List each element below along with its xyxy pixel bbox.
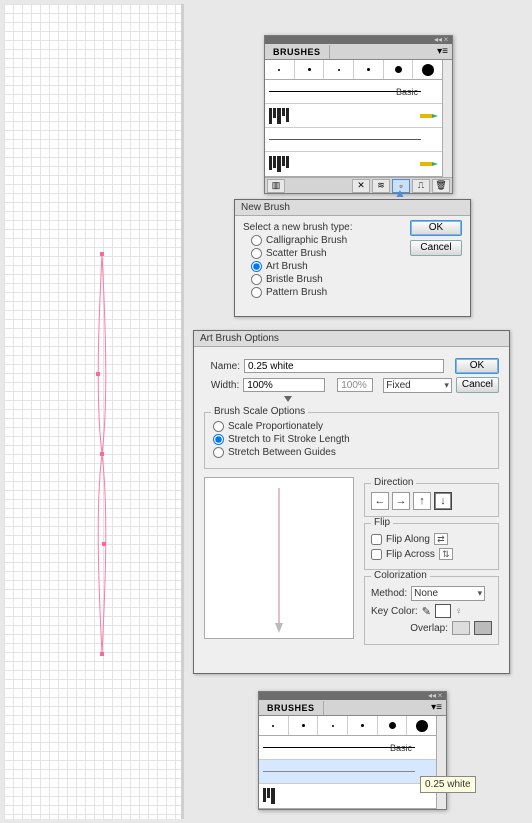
brush-item-basic[interactable]: Basic	[259, 736, 436, 760]
eyedropper-icon[interactable]: ✎	[422, 605, 431, 618]
brush-label: Basic	[390, 743, 412, 753]
flip-across-icon: ⇅	[439, 548, 453, 560]
width-slider[interactable]	[244, 396, 465, 406]
overlap-option-1[interactable]	[452, 621, 470, 635]
cancel-button[interactable]: Cancel	[410, 240, 462, 256]
flip-along-checkbox[interactable]	[371, 534, 382, 545]
scrollbar[interactable]	[436, 716, 446, 809]
pencil-icon	[420, 111, 438, 121]
radio-label: Scatter Brush	[266, 248, 327, 259]
group-legend: Flip	[371, 517, 393, 528]
cancel-button[interactable]: Cancel	[456, 377, 499, 393]
brush-item-charcoal[interactable]	[259, 784, 436, 808]
remove-stroke-icon[interactable]: ✕	[352, 179, 370, 193]
canvas-grid	[4, 4, 184, 819]
overlap-label: Overlap:	[410, 623, 448, 634]
radio-pattern[interactable]	[251, 287, 262, 298]
radio-stretch-fit[interactable]	[213, 434, 224, 445]
radio-label: Pattern Brush	[266, 287, 327, 298]
checkbox-label: Flip Across	[386, 549, 435, 560]
panel-tab-brushes[interactable]: BRUSHES	[259, 701, 324, 715]
brush-item-charcoal2[interactable]	[265, 152, 442, 176]
name-field[interactable]	[244, 359, 444, 373]
ok-button[interactable]: OK	[455, 358, 499, 374]
method-combo[interactable]: None▾	[411, 586, 485, 601]
key-color-swatch[interactable]	[435, 604, 451, 618]
collapse-icon[interactable]: ◂◂	[428, 692, 436, 700]
trash-icon[interactable]: 🗑	[432, 179, 450, 193]
brush-item-basic[interactable]: Basic	[265, 80, 442, 104]
collapse-icon[interactable]: ◂◂	[434, 36, 442, 44]
radio-art[interactable]	[251, 261, 262, 272]
group-legend: Brush Scale Options	[211, 406, 308, 417]
key-color-label: Key Color:	[371, 606, 418, 617]
calligraphic-presets-row[interactable]	[259, 716, 436, 736]
radio-calligraphic[interactable]	[251, 235, 262, 246]
brush-scale-group: Brush Scale Options Scale Proportionatel…	[204, 412, 499, 469]
panel-titlebar: ◂◂ ×	[265, 36, 452, 44]
direction-up-button[interactable]: ↑	[413, 492, 431, 510]
panel-menu-icon[interactable]: ▾≡	[427, 702, 446, 713]
combo-value: None	[414, 588, 438, 599]
art-brush-options-dialog: Art Brush Options Name: OK Width: Fixed▾…	[193, 330, 510, 674]
options-icon[interactable]: ≋	[372, 179, 390, 193]
width-mode-combo[interactable]: Fixed▾	[383, 378, 452, 393]
panel-tab-brushes[interactable]: BRUSHES	[265, 45, 330, 59]
radio-stretch-guides[interactable]	[213, 447, 224, 458]
radio-label: Stretch Between Guides	[228, 447, 336, 458]
flip-group: Flip Flip Along⇄ Flip Across⇅	[364, 523, 499, 570]
colorization-group: Colorization Method: None▾ Key Color: ✎ …	[364, 576, 499, 645]
direction-group: Direction ← → ↑ ↓	[364, 483, 499, 517]
direction-right-button[interactable]: →	[392, 492, 410, 510]
radio-label: Calligraphic Brush	[266, 235, 347, 246]
radio-bristle[interactable]	[251, 274, 262, 285]
ok-button[interactable]: OK	[410, 220, 462, 236]
combo-value: Fixed	[386, 380, 410, 391]
brush-library-icon[interactable]: ▥	[267, 179, 285, 193]
radio-scatter[interactable]	[251, 248, 262, 259]
width-label: Width:	[204, 380, 239, 391]
brush-tooltip: 0.25 white	[420, 776, 476, 793]
dialog-title: New Brush	[235, 200, 470, 216]
close-icon[interactable]: ×	[436, 692, 444, 700]
brush-label: Basic	[396, 87, 418, 97]
segment-icon[interactable]: ⎍	[412, 179, 430, 193]
checkbox-label: Flip Along	[386, 534, 430, 545]
panel-titlebar: ◂◂ ×	[259, 692, 446, 700]
method-label: Method:	[371, 588, 407, 599]
calligraphic-presets-row[interactable]	[265, 60, 442, 80]
flip-across-checkbox[interactable]	[371, 549, 382, 560]
name-label: Name:	[204, 361, 240, 372]
flip-along-icon: ⇄	[434, 533, 448, 545]
art-brush-stroke	[94, 254, 110, 654]
radio-scale-proportionately[interactable]	[213, 421, 224, 432]
radio-label: Scale Proportionately	[228, 421, 323, 432]
brush-item-charcoal1[interactable]	[265, 104, 442, 128]
brush-preview-box	[204, 477, 354, 639]
width-field-2	[337, 378, 373, 392]
scrollbar[interactable]	[442, 60, 452, 177]
pencil-icon	[420, 159, 438, 169]
dialog-title: Art Brush Options	[194, 331, 509, 347]
radio-label: Bristle Brush	[266, 274, 323, 285]
radio-label: Art Brush	[266, 261, 308, 272]
panel-menu-icon[interactable]: ▾≡	[433, 46, 452, 57]
radio-label: Stretch to Fit Stroke Length	[228, 434, 350, 445]
width-field[interactable]	[243, 378, 325, 392]
direction-down-button[interactable]: ↓	[434, 492, 452, 510]
group-legend: Direction	[371, 477, 416, 488]
close-icon[interactable]: ×	[442, 36, 450, 44]
direction-left-button[interactable]: ←	[371, 492, 389, 510]
overlap-option-2[interactable]	[474, 621, 492, 635]
brushes-panel: ◂◂ × BRUSHES ▾≡ Basic	[264, 35, 453, 194]
callout-arrow-icon: ▲	[394, 186, 406, 200]
new-brush-dialog: New Brush Select a new brush type: Calli…	[234, 199, 471, 317]
brushes-panel-2: ◂◂ × BRUSHES ▾≡ Basic	[258, 691, 447, 810]
group-legend: Colorization	[371, 570, 430, 581]
brush-item-new[interactable]	[259, 760, 436, 784]
tips-icon[interactable]: ♀	[455, 606, 463, 617]
brush-item-thinline[interactable]	[265, 128, 442, 152]
